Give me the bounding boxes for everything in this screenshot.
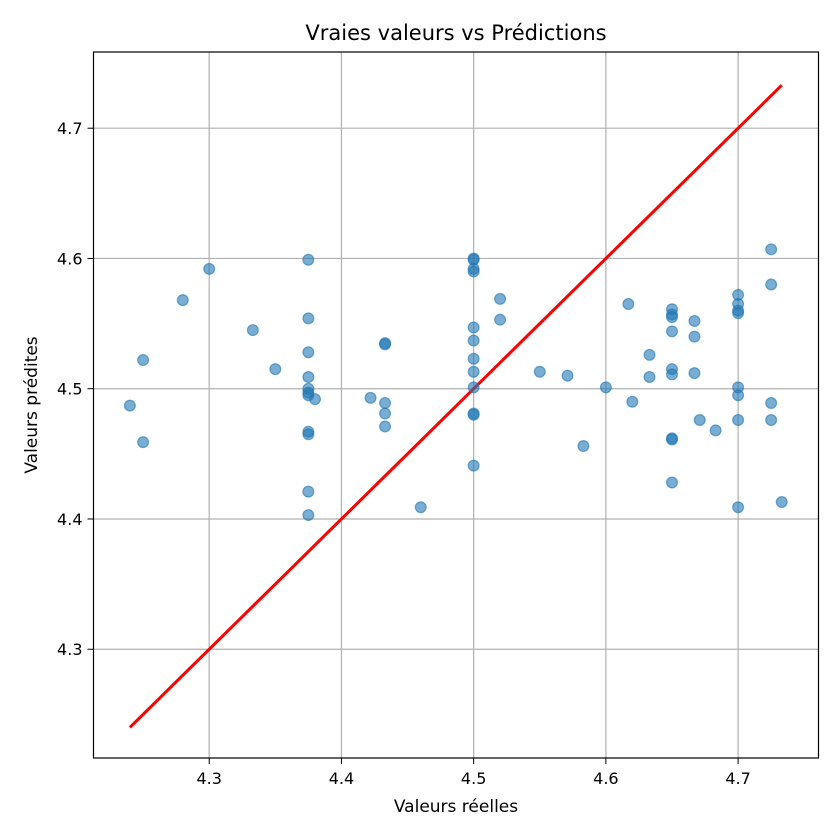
- data-point: [577, 440, 590, 453]
- data-point: [494, 292, 507, 305]
- data-point: [302, 370, 315, 383]
- data-point: [467, 265, 480, 278]
- data-point: [665, 476, 678, 489]
- data-point: [467, 334, 480, 347]
- data-point: [626, 395, 639, 408]
- data-point: [467, 365, 480, 378]
- data-point: [732, 501, 745, 514]
- y-tick-label: 4.5: [57, 380, 82, 399]
- data-point: [308, 393, 321, 406]
- data-point: [765, 278, 778, 291]
- plot-frame: [92, 51, 820, 759]
- data-point: [688, 330, 701, 343]
- x-tick-label: 4.3: [196, 769, 221, 788]
- y-tick-label: 4.6: [57, 249, 82, 268]
- data-point: [302, 509, 315, 522]
- data-point: [688, 367, 701, 380]
- data-point: [302, 428, 315, 441]
- data-point: [533, 365, 546, 378]
- data-point: [467, 352, 480, 365]
- data-point: [775, 496, 788, 509]
- data-point: [693, 413, 706, 426]
- data-point: [137, 436, 150, 449]
- y-tick-label: 4.3: [57, 640, 82, 659]
- y-axis-label: Valeurs prédites: [22, 336, 42, 473]
- data-point: [561, 369, 574, 382]
- data-point: [379, 397, 392, 410]
- reference-line-layer: [128, 84, 783, 729]
- data-point: [379, 338, 392, 351]
- data-point: [364, 391, 377, 404]
- data-point: [302, 253, 315, 266]
- data-point: [203, 262, 216, 275]
- data-point: [643, 348, 656, 361]
- data-point: [302, 312, 315, 325]
- data-point: [765, 243, 778, 256]
- data-point: [765, 397, 778, 410]
- data-point: [494, 313, 507, 326]
- data-point: [643, 370, 656, 383]
- x-tick-label: 4.4: [329, 769, 354, 788]
- data-point: [246, 324, 259, 337]
- y-tick-label: 4.7: [57, 119, 82, 138]
- data-point: [467, 381, 480, 394]
- data-point: [467, 408, 480, 421]
- data-point: [467, 321, 480, 334]
- grid: [93, 52, 819, 758]
- data-point: [414, 501, 427, 514]
- data-point: [137, 354, 150, 367]
- x-tick-label: 4.5: [461, 769, 486, 788]
- data-points: [123, 243, 788, 522]
- data-point: [123, 399, 136, 412]
- y-tick-label: 4.4: [57, 510, 82, 529]
- x-axis-label: Valeurs réelles: [394, 797, 518, 817]
- data-point: [665, 325, 678, 338]
- data-point: [709, 424, 722, 437]
- x-tick-label: 4.7: [725, 769, 750, 788]
- data-point: [622, 298, 635, 311]
- data-point: [467, 459, 480, 472]
- data-point: [665, 368, 678, 381]
- reference-line: [128, 84, 783, 729]
- y-axis-ticks: 4.3 4.4 4.5 4.6 4.7: [57, 119, 94, 659]
- data-point: [302, 346, 315, 359]
- data-point: [665, 433, 678, 446]
- data-point: [302, 485, 315, 498]
- data-point: [732, 389, 745, 402]
- x-axis-ticks: 4.3 4.4 4.5 4.6 4.7: [196, 758, 751, 788]
- data-point: [176, 294, 189, 307]
- x-tick-label: 4.6: [593, 769, 618, 788]
- data-point: [732, 307, 745, 320]
- data-point: [688, 314, 701, 327]
- data-point: [379, 420, 392, 433]
- data-point: [269, 363, 282, 376]
- chart-title: Vraies valeurs vs Prédictions: [305, 21, 606, 45]
- data-point: [379, 407, 392, 420]
- data-point: [765, 413, 778, 426]
- data-point: [599, 381, 612, 394]
- data-point: [665, 311, 678, 324]
- data-point: [732, 413, 745, 426]
